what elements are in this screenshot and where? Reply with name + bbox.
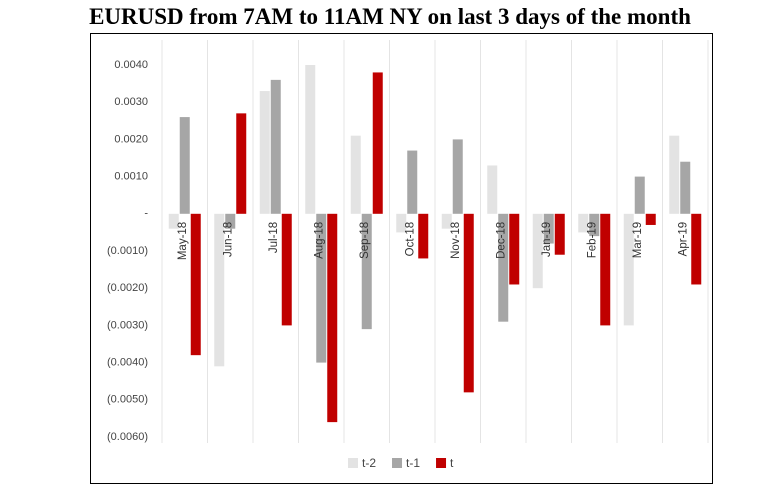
y-tick-label: 0.0030 [114, 96, 148, 108]
bar [350, 135, 361, 214]
bar [441, 213, 452, 229]
bar [691, 213, 702, 285]
bar [361, 213, 372, 330]
bar [372, 72, 383, 214]
legend-swatch [392, 458, 403, 468]
y-tick-label: (0.0020) [107, 282, 148, 294]
y-tick-label: 0.0010 [114, 171, 148, 183]
x-tick-label: Oct-18 [404, 222, 416, 257]
y-tick-label: (0.0060) [107, 431, 148, 443]
bar [623, 213, 634, 326]
x-tick-label: Mar-19 [632, 222, 644, 258]
x-tick-label: Dec-18 [495, 222, 507, 259]
bar [236, 113, 247, 214]
bar [634, 176, 645, 214]
bar [418, 213, 429, 259]
bar [316, 213, 327, 363]
bar [407, 150, 418, 214]
bar [281, 213, 292, 326]
bar [498, 213, 509, 322]
bar [589, 213, 600, 237]
bar [543, 213, 554, 244]
y-tick-label: 0.0020 [114, 133, 148, 145]
bar [578, 213, 589, 233]
bar [487, 165, 498, 214]
x-tick-label: Jun-18 [222, 222, 234, 257]
legend-label: t-1 [406, 456, 420, 470]
x-tick-label: May-18 [177, 222, 189, 260]
bar [680, 161, 691, 214]
bar [669, 135, 680, 214]
bar [645, 213, 656, 225]
bar [452, 139, 463, 214]
y-tick-label: (0.0040) [107, 357, 148, 369]
chart-frame [90, 33, 713, 484]
x-tick-label: Feb-19 [586, 222, 598, 258]
y-tick-label: 0.0040 [114, 59, 148, 71]
legend-label: t [450, 456, 454, 470]
x-tick-label: Aug-18 [313, 222, 325, 259]
bar [168, 213, 179, 229]
bar [270, 79, 281, 214]
x-tick-label: Sep-18 [359, 222, 371, 259]
chart-title: EURUSD from 7AM to 11AM NY on last 3 day… [89, 4, 691, 29]
bar [214, 213, 225, 367]
bar [190, 213, 201, 356]
bar [396, 213, 407, 233]
bar [259, 91, 270, 214]
y-tick-label: (0.0030) [107, 319, 148, 331]
bar [509, 213, 520, 285]
bar [554, 213, 565, 255]
legend-swatch [436, 458, 447, 468]
bar [600, 213, 611, 326]
y-tick-label: - [144, 208, 148, 220]
legend-label: t-2 [362, 456, 376, 470]
x-tick-label: Jan-19 [541, 222, 553, 257]
bar [532, 213, 543, 289]
bar [225, 213, 236, 229]
x-tick-label: Jul-18 [268, 222, 280, 253]
bar [327, 213, 338, 423]
legend-swatch [348, 458, 358, 468]
x-tick-label: Apr-19 [677, 222, 689, 257]
y-tick-label: (0.0010) [107, 245, 148, 257]
bar [305, 65, 316, 214]
bar [179, 117, 190, 214]
bar [463, 213, 474, 393]
x-tick-label: Nov-18 [450, 222, 462, 259]
y-tick-label: (0.0050) [107, 394, 148, 406]
